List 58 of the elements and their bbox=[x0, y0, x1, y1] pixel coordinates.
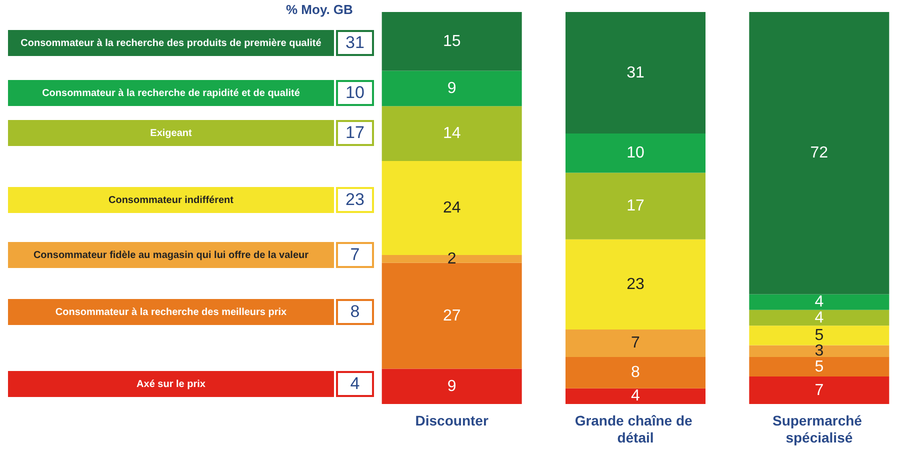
annotation: 10 bbox=[336, 80, 374, 106]
text: Consommateur à la recherche des meilleurs prix bbox=[8, 299, 334, 325]
data-label: 3 bbox=[814, 342, 824, 360]
data-label: 4 bbox=[814, 294, 824, 311]
data-label: 72 bbox=[810, 144, 828, 162]
bar bbox=[566, 134, 706, 173]
data-label: 15 bbox=[442, 32, 461, 50]
legend-title: % Moy. GB bbox=[286, 2, 353, 17]
text: 8 bbox=[336, 299, 374, 325]
text: Consommateur à la recherche de rapidité et de qualité bbox=[8, 80, 334, 106]
data-label: 14 bbox=[442, 125, 461, 142]
annotation: 31 bbox=[336, 30, 374, 56]
bar bbox=[382, 70, 522, 106]
data-label: 4 bbox=[631, 388, 640, 405]
text: 7 bbox=[336, 242, 374, 268]
text: 4 bbox=[336, 371, 374, 397]
data-label: 7 bbox=[631, 334, 640, 352]
data-label: 5 bbox=[814, 326, 824, 344]
bar bbox=[566, 172, 706, 240]
text: Exigeant bbox=[8, 120, 334, 146]
data-label: 24 bbox=[442, 200, 461, 216]
data-label: 17 bbox=[626, 198, 644, 215]
bar bbox=[382, 368, 522, 404]
data-label: 8 bbox=[631, 364, 640, 382]
bar bbox=[749, 356, 890, 377]
data-label: 9 bbox=[447, 378, 456, 395]
text: Consommateur à la recherche des produits de première qualité bbox=[8, 30, 334, 56]
data-label: 31 bbox=[626, 64, 644, 82]
data-label: 7 bbox=[814, 382, 824, 399]
x-tick-label: Grande chaîne de détail bbox=[574, 412, 696, 446]
bar bbox=[566, 388, 706, 404]
x-tick-label: Discounter bbox=[415, 412, 489, 428]
bar bbox=[749, 12, 890, 294]
data-label: 23 bbox=[626, 276, 644, 293]
bar bbox=[566, 356, 706, 388]
text: Consommateur fidèle au magasin qui lui offre de la valeur bbox=[8, 242, 334, 268]
bar bbox=[749, 345, 890, 357]
text: Axé sur le prix bbox=[8, 371, 334, 397]
bar bbox=[566, 330, 706, 357]
data-label: 27 bbox=[442, 307, 461, 324]
bar bbox=[749, 294, 890, 310]
bar bbox=[566, 12, 706, 134]
bar bbox=[566, 239, 706, 330]
bar bbox=[382, 106, 522, 161]
annotation: 17 bbox=[336, 120, 374, 146]
text: Consommateur indifférent bbox=[8, 187, 334, 213]
bar bbox=[749, 310, 890, 326]
data-label: 5 bbox=[814, 358, 824, 376]
data-label: 2 bbox=[447, 250, 456, 268]
data-label: 4 bbox=[814, 309, 824, 326]
data-label: 9 bbox=[447, 80, 456, 97]
annotation: 23 bbox=[336, 187, 374, 213]
bar bbox=[749, 376, 890, 404]
bar bbox=[749, 326, 890, 346]
bar bbox=[382, 12, 522, 71]
bar bbox=[382, 262, 522, 369]
x-tick-label: Supermarché spécialisé bbox=[772, 412, 866, 446]
data-label: 10 bbox=[626, 144, 644, 162]
